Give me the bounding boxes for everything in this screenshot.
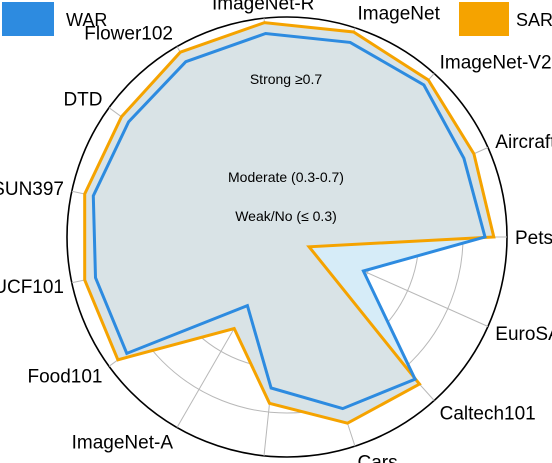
category-label: SUN397 bbox=[0, 179, 64, 200]
band-label-moderate: Moderate (0.3-0.7) bbox=[228, 169, 344, 185]
series-sar-area bbox=[84, 22, 494, 424]
band-label-weak: Weak/No (≤ 0.3) bbox=[235, 208, 337, 224]
category-label: Cars bbox=[358, 452, 398, 463]
category-label: EuroSAT bbox=[495, 324, 552, 345]
category-label: ImageNet-R bbox=[212, 0, 314, 14]
legend-sar: SAR bbox=[459, 2, 552, 36]
category-label: Caltech101 bbox=[440, 403, 536, 424]
legend-war-swatch bbox=[2, 2, 54, 36]
category-label: Flower102 bbox=[84, 24, 173, 45]
category-label: Food101 bbox=[27, 367, 102, 388]
radar-series bbox=[83, 21, 496, 425]
band-label-strong: Strong ≥0.7 bbox=[250, 71, 322, 87]
series-war-line bbox=[91, 31, 487, 411]
category-label: Pets bbox=[515, 228, 552, 249]
category-label: ImageNet bbox=[358, 4, 441, 25]
legend-sar-swatch bbox=[459, 2, 509, 36]
legend-war-label: WAR bbox=[66, 10, 107, 30]
legend-sar-label: SAR bbox=[516, 10, 552, 30]
category-label: Aircraft bbox=[495, 132, 552, 153]
category-label: ImageNet-A bbox=[72, 432, 174, 453]
category-label: DTD bbox=[63, 89, 102, 110]
legend-war: WAR bbox=[2, 2, 107, 36]
category-label: UCF101 bbox=[0, 277, 64, 298]
series-sar-line bbox=[83, 21, 496, 425]
category-label: ImageNet-V2 bbox=[440, 53, 552, 74]
